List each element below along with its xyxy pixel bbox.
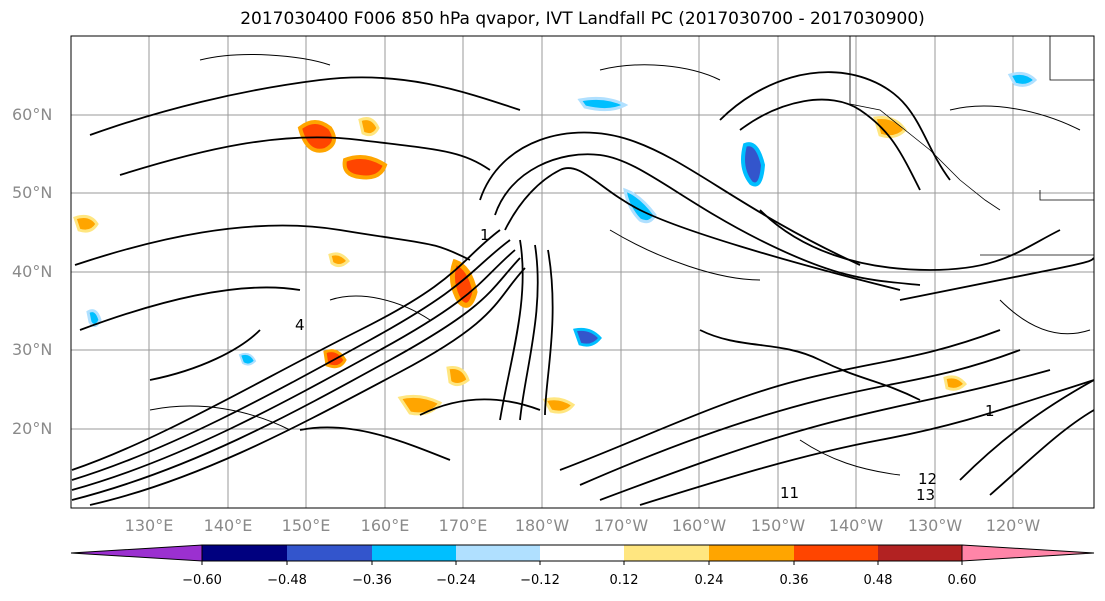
colorbar [70, 544, 1095, 565]
contour-labels: 1 4 11 12 13 1 [295, 226, 995, 504]
lat-label: 20°N [12, 419, 53, 438]
colorbar-extend-high [961, 544, 1095, 562]
lon-label: 160°W [671, 516, 727, 535]
colorbar-tick-label: 0.12 [609, 573, 639, 588]
lon-label: 130°E [124, 516, 174, 535]
colorbar-tick-label: −0.12 [520, 573, 560, 588]
map-panel [70, 35, 1095, 509]
lon-label: 120°W [985, 516, 1041, 535]
contour-label: 12 [918, 470, 937, 488]
lon-label: 170°E [438, 516, 488, 535]
lon-label: 130°W [907, 516, 963, 535]
contour-label: 13 [916, 486, 935, 504]
contour-label: 1 [985, 402, 995, 420]
colorbar-tick-label: −0.36 [352, 573, 392, 588]
lon-label: 150°E [281, 516, 331, 535]
lon-label: 180°W [514, 516, 570, 535]
contour-label: 1 [480, 226, 490, 244]
colorbar-tick-label: 0.48 [863, 573, 893, 588]
lat-label: 50°N [12, 183, 53, 202]
colorbar-tick-label: 0.24 [694, 573, 724, 588]
colorbar-extend-low [70, 544, 203, 562]
contour-label: 11 [780, 484, 799, 502]
lat-label: 30°N [12, 340, 53, 359]
lon-label: 140°W [828, 516, 884, 535]
lon-label: 160°E [360, 516, 410, 535]
coastlines [849, 36, 1094, 256]
colorbar-tick-label: −0.24 [436, 573, 476, 588]
contour-label: 4 [295, 316, 305, 334]
lon-label: 170°W [593, 516, 649, 535]
map-title: 2017030400 F006 850 hPa qvapor, IVT Land… [240, 9, 925, 29]
ivt-contours [71, 71, 1095, 506]
lat-label: 40°N [12, 262, 53, 281]
ivt-contours-thin [149, 54, 1091, 476]
lon-label: 140°E [203, 516, 253, 535]
colorbar-tick-label: 0.60 [947, 573, 977, 588]
colorbar-tick-label: −0.60 [182, 573, 222, 588]
colorbar-tick-label: 0.36 [779, 573, 809, 588]
lon-label: 150°W [750, 516, 806, 535]
colorbar-tick-label: −0.48 [267, 573, 307, 588]
lat-label: 60°N [12, 105, 53, 124]
